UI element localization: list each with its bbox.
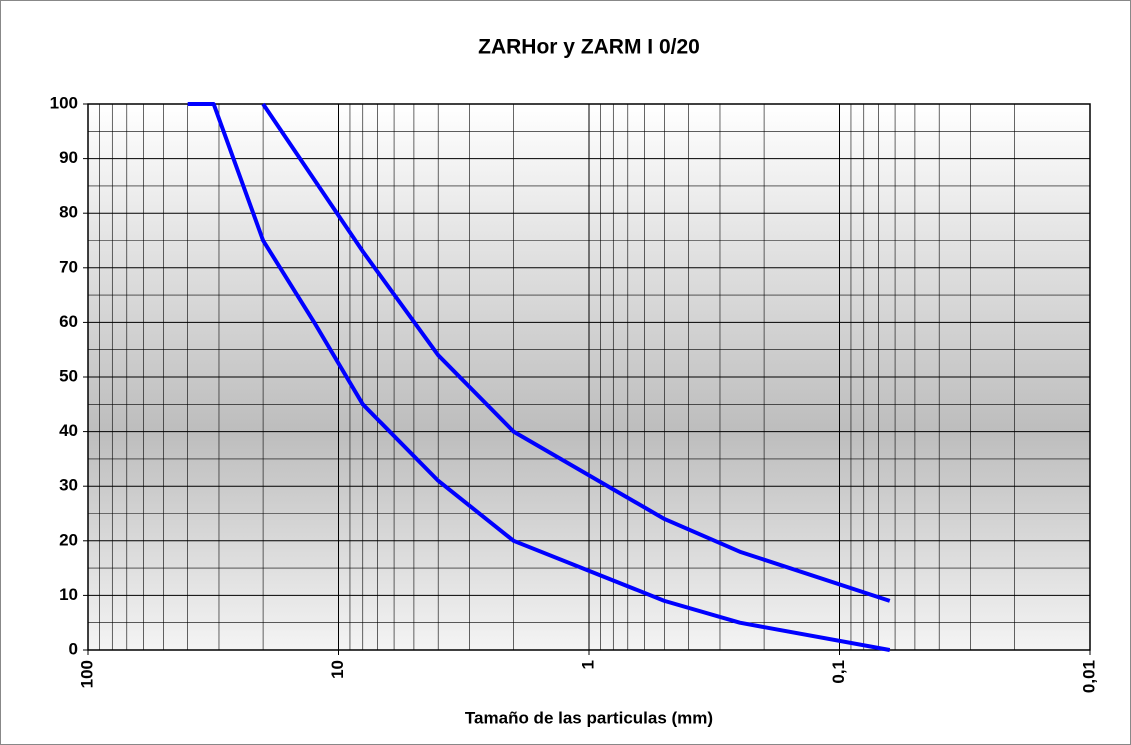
y-tick-label: 100	[50, 93, 78, 112]
y-tick-label: 50	[59, 366, 78, 385]
y-tick-label: 30	[59, 476, 78, 495]
x-tick-label: 100	[77, 660, 96, 688]
y-tick-label: 0	[69, 639, 78, 658]
y-tick-label: 80	[59, 203, 78, 222]
x-tick-label: 0,01	[1079, 660, 1098, 693]
x-tick-label: 10	[328, 660, 347, 679]
x-tick-label: 1	[578, 660, 597, 669]
series-line	[261, 102, 891, 603]
y-tick-label: 10	[59, 585, 78, 604]
chart-title: ZARHor y ZARM I 0/20	[478, 36, 700, 59]
x-axis-label: Tamaño de las particulas (mm)	[465, 708, 713, 727]
y-tick-label: 40	[59, 421, 78, 440]
y-tick-label: 70	[59, 257, 78, 276]
plot-border	[87, 103, 1091, 651]
x-tick-label: 0,1	[829, 660, 848, 684]
series-line	[187, 102, 891, 652]
y-tick-label: 20	[59, 530, 78, 549]
y-tick-label: 90	[59, 148, 78, 167]
y-tick-label: 60	[59, 312, 78, 331]
